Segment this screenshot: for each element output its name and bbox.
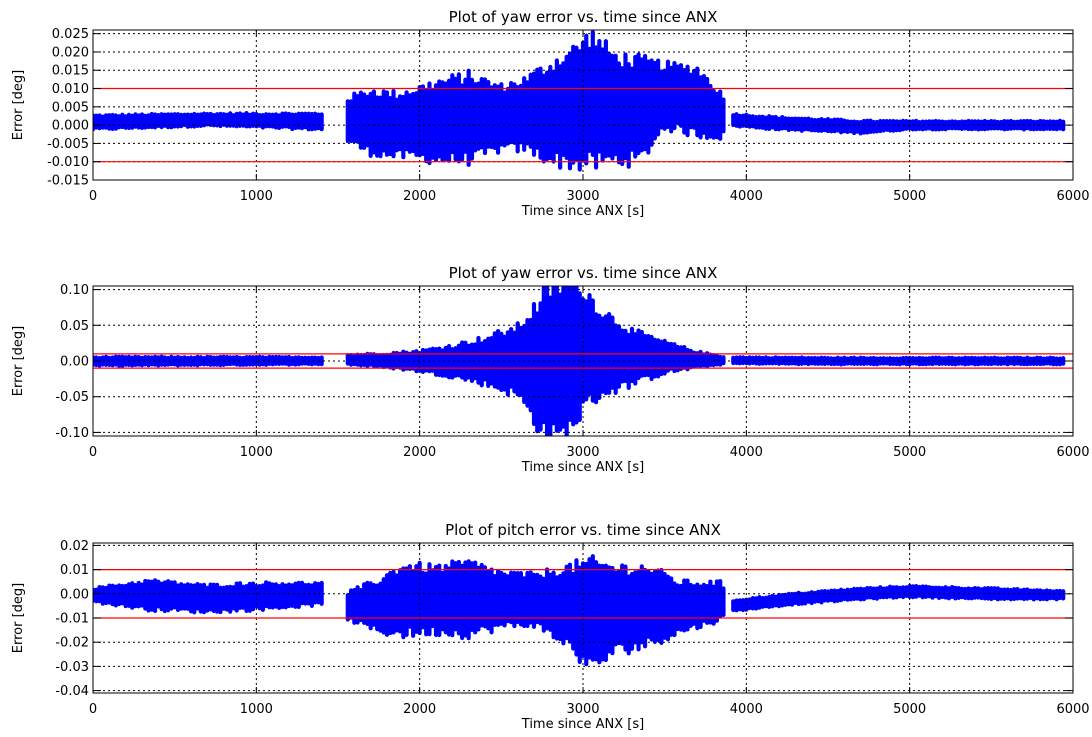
panel-2-x-axis-label: Time since ANX [s] — [521, 460, 644, 475]
panel-3-y-tick-label: -0.03 — [55, 660, 89, 675]
panel-3-y-tick-label: 0.00 — [60, 587, 89, 602]
panel-1-y-tick-label: 0.015 — [52, 64, 89, 79]
panel-2-y-tick-label: 0.10 — [60, 283, 89, 298]
panel-2-data-series — [93, 286, 1066, 436]
panel-1-x-tick-label: 1000 — [240, 189, 273, 204]
panel-1-y-tick-label: 0.020 — [52, 45, 89, 60]
panel-3-title: Plot of pitch error vs. time since ANX — [445, 521, 721, 539]
panel-2-y-axis-label: Error [deg] — [11, 326, 26, 396]
panel-2-x-tick-label: 3000 — [566, 445, 599, 460]
plot-panel-1: Plot of yaw error vs. time since ANX 0 100… — [11, 8, 1090, 219]
panel-3-y-tick-label: 0.01 — [60, 563, 89, 578]
panel-3-y-tick-label: -0.04 — [55, 684, 89, 699]
panel-2-x-tick-label: 6000 — [1056, 445, 1089, 460]
panel-2-y-tick-label: -0.05 — [55, 390, 89, 405]
panel-1-y-tick-label: 0.010 — [52, 82, 89, 97]
panel-3-y-axis-label: Error [deg] — [11, 583, 26, 653]
panel-1-y-tick-label: 0.000 — [52, 119, 89, 134]
panel-3-x-tick-label: 2000 — [403, 702, 436, 717]
panel-3-y-tick-label: -0.02 — [55, 636, 89, 651]
panel-2-x-tick-label: 2000 — [403, 445, 436, 460]
panel-1-x-axis-label: Time since ANX [s] — [521, 204, 644, 219]
panel-3-x-tick-label: 5000 — [893, 702, 926, 717]
panel-1-y-tick-label: 0.025 — [52, 27, 89, 42]
panel-1-title: Plot of yaw error vs. time since ANX — [449, 8, 718, 26]
panel-1-x-tick-label: 0 — [89, 189, 97, 204]
panel-2-x-tick-label: 1000 — [240, 445, 273, 460]
panel-3-x-tick-label: 0 — [89, 702, 97, 717]
panel-2-x-tick-label: 4000 — [730, 445, 763, 460]
panel-1-data-series — [93, 30, 1066, 172]
panel-3-x-axis-label: Time since ANX [s] — [521, 717, 644, 732]
panel-2-title: Plot of yaw error vs. time since ANX — [449, 264, 718, 282]
panel-3-x-tick-label: 4000 — [730, 702, 763, 717]
panel-1-y-tick-label: 0.005 — [52, 100, 89, 115]
plot-panel-3: Plot of pitch error vs. time since ANX 0 1… — [11, 521, 1090, 732]
panel-2-y-tick-label: 0.00 — [60, 355, 89, 370]
panel-3-y-tick-label: 0.02 — [60, 539, 89, 554]
panel-1-y-tick-label: -0.005 — [47, 137, 89, 152]
panel-1-x-tick-label: 5000 — [893, 189, 926, 204]
panel-3-x-tick-label: 1000 — [240, 702, 273, 717]
panel-1-x-tick-label: 4000 — [730, 189, 763, 204]
panel-2-x-tick-label: 0 — [89, 445, 97, 460]
plot-panel-2: Plot of yaw error vs. time since ANX 0 100… — [11, 264, 1090, 475]
panel-1-x-tick-label: 6000 — [1056, 189, 1089, 204]
panel-1-y-tick-label: -0.015 — [47, 174, 89, 189]
panel-1-x-tick-label: 3000 — [566, 189, 599, 204]
panel-2-y-tick-label: -0.10 — [55, 426, 89, 441]
panel-3-y-tick-label: -0.01 — [55, 612, 89, 627]
panel-1-y-tick-label: -0.010 — [47, 155, 89, 170]
panel-3-x-tick-label: 3000 — [566, 702, 599, 717]
panel-2-y-tick-label: 0.05 — [60, 319, 89, 334]
panel-1-y-axis-label: Error [deg] — [11, 70, 26, 140]
panel-1-x-tick-label: 2000 — [403, 189, 436, 204]
panel-3-x-tick-label: 6000 — [1056, 702, 1089, 717]
panel-2-x-tick-label: 5000 — [893, 445, 926, 460]
panel-3-data-series — [93, 554, 1066, 667]
